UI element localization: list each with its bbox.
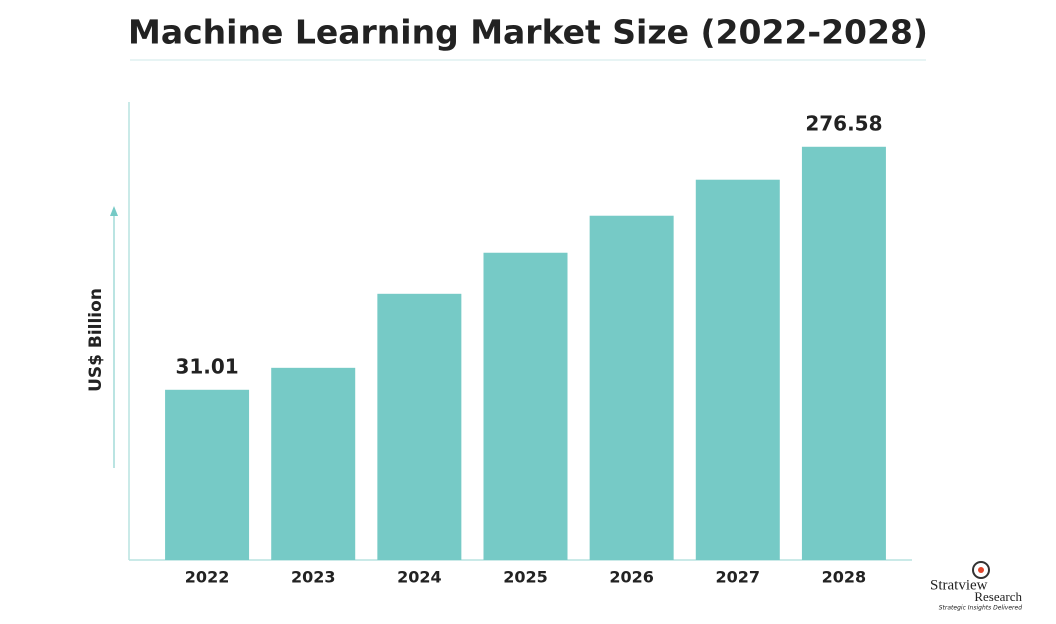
bar (165, 389, 250, 560)
bar (377, 293, 462, 560)
x-tick-label: 2026 (609, 568, 654, 587)
x-tick-label: 2027 (716, 568, 761, 587)
logo-icon (972, 561, 990, 579)
bar (695, 179, 780, 561)
chart-title: Machine Learning Market Size (2022-2028) (128, 13, 928, 52)
x-tick-label: 2023 (291, 568, 336, 587)
bar (589, 215, 674, 560)
bar (271, 367, 356, 560)
logo: Stratview Research Strategic Insights De… (930, 561, 1022, 612)
x-tick-label: 2025 (503, 568, 548, 587)
logo-tagline: Strategic Insights Delivered (939, 605, 1022, 612)
x-tick-label: 2024 (397, 568, 442, 587)
bar (801, 146, 886, 561)
logo-icon-dot (978, 567, 984, 573)
x-tick-label: 2022 (185, 568, 230, 587)
x-tick-label: 2028 (822, 568, 867, 587)
logo-name: Stratview (930, 577, 988, 593)
value-label: 31.01 (175, 354, 238, 378)
axis-arrowhead (110, 206, 118, 216)
y-axis-label: US$ Billion (86, 288, 106, 392)
value-label: 276.58 (805, 111, 882, 135)
bar (483, 252, 568, 560)
logo-subname: Research (974, 589, 1022, 604)
